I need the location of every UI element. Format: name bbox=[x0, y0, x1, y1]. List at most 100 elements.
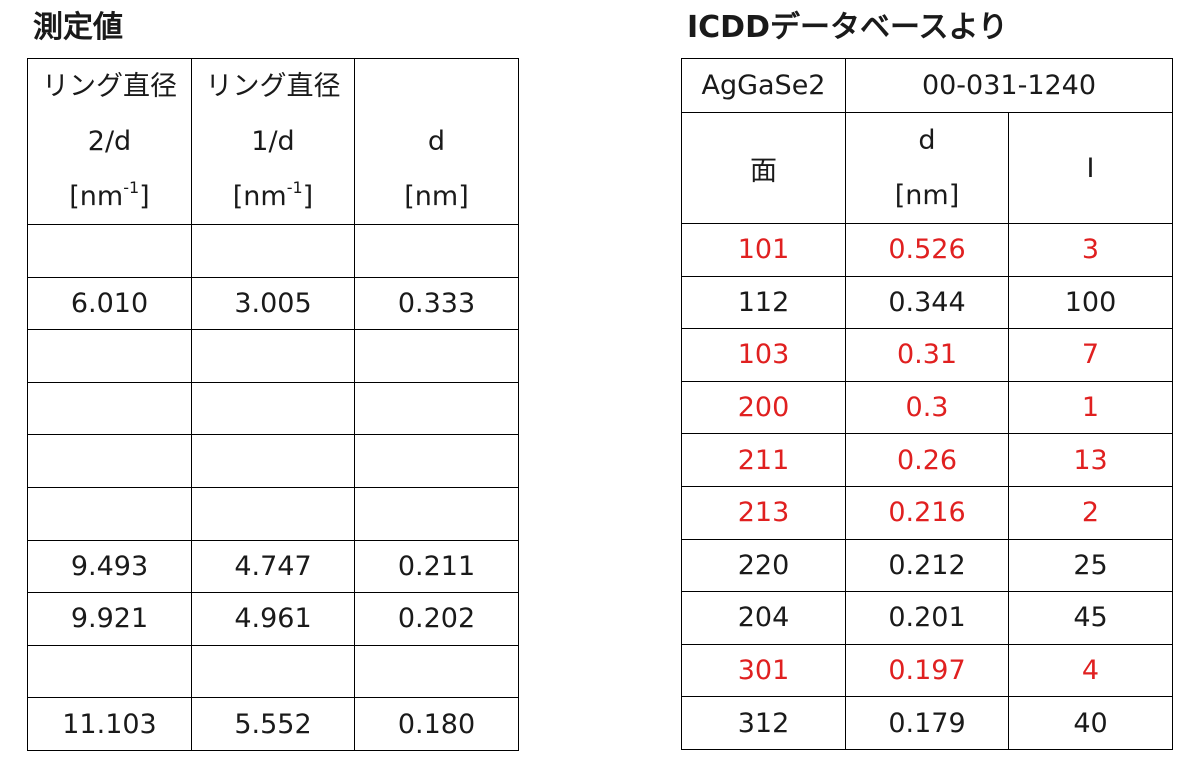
cell-intensity: 7 bbox=[1008, 328, 1173, 382]
icdd-reference-table: AgGaSe2 00-031-1240 面 d [nm] I 101 0.526 3… bbox=[681, 58, 1173, 750]
cell-d: 0.26 bbox=[845, 433, 1009, 487]
header-symbol: d bbox=[918, 125, 936, 156]
header-unit: [nm] bbox=[894, 180, 960, 211]
cell-2d bbox=[27, 224, 192, 278]
table-row: 312 0.179 40 bbox=[681, 696, 1173, 750]
cell-1d bbox=[191, 644, 355, 699]
header-symbol: d bbox=[427, 126, 446, 157]
table-row bbox=[27, 644, 519, 699]
cell-intensity: 13 bbox=[1008, 433, 1173, 487]
table-row: 213 0.216 2 bbox=[681, 485, 1173, 540]
table-row bbox=[27, 224, 519, 278]
header-d: d [nm] bbox=[845, 112, 1009, 224]
cell-1d bbox=[191, 486, 355, 541]
cell-d bbox=[354, 644, 519, 699]
cell-2d bbox=[27, 644, 192, 699]
cell-plane: 101 bbox=[681, 223, 846, 277]
cell-plane: 200 bbox=[681, 380, 846, 435]
cell-d: 0.333 bbox=[354, 276, 519, 331]
cell-1d bbox=[191, 329, 355, 383]
cell-2d bbox=[27, 486, 192, 541]
cell-plane: 213 bbox=[681, 485, 846, 540]
table-row: 6.010 3.005 0.333 bbox=[27, 276, 519, 331]
cell-d: 0.197 bbox=[845, 643, 1009, 698]
table-row bbox=[27, 486, 519, 541]
header-symbol: 1/d bbox=[251, 126, 295, 157]
cell-d bbox=[354, 329, 519, 383]
cell-d: 0.201 bbox=[845, 591, 1009, 645]
cell-2d: 6.010 bbox=[27, 276, 192, 331]
cell-d: 0.3 bbox=[845, 380, 1009, 435]
cell-1d: 4.961 bbox=[191, 592, 355, 646]
cell-1d bbox=[191, 434, 355, 488]
icdd-title: ICDDデータベースより bbox=[687, 10, 1008, 45]
card-number: 00-031-1240 bbox=[845, 58, 1173, 113]
cell-2d bbox=[27, 329, 192, 383]
table-row: 101 0.526 3 bbox=[681, 223, 1173, 277]
cell-d: 0.526 bbox=[845, 223, 1009, 277]
icdd-header-row: 面 d [nm] I bbox=[681, 112, 1173, 224]
header-label: リング直径 bbox=[205, 71, 341, 102]
cell-d bbox=[354, 486, 519, 541]
cell-d: 0.202 bbox=[354, 592, 519, 646]
header-symbol: 2/d bbox=[87, 126, 132, 157]
table-row: 11.103 5.552 0.180 bbox=[27, 697, 519, 751]
icdd-compound-row: AgGaSe2 00-031-1240 bbox=[681, 58, 1173, 113]
table-row: 211 0.26 13 bbox=[681, 433, 1173, 487]
cell-1d bbox=[191, 224, 355, 278]
compound-name: AgGaSe2 bbox=[681, 58, 846, 113]
cell-d: 0.179 bbox=[845, 696, 1009, 750]
header-plane: 面 bbox=[681, 112, 846, 224]
cell-d: 0.31 bbox=[845, 328, 1009, 382]
cell-d: 0.344 bbox=[845, 275, 1009, 330]
cell-intensity: 45 bbox=[1008, 591, 1173, 645]
header-unit: [nm-1] bbox=[232, 178, 314, 213]
header-ring-diameter-1d: リング直径 1/d [nm-1] bbox=[191, 58, 355, 225]
cell-plane: 211 bbox=[681, 433, 846, 487]
cell-2d: 9.493 bbox=[27, 539, 192, 594]
table-row: 9.921 4.961 0.202 bbox=[27, 592, 519, 646]
header-intensity: I bbox=[1008, 112, 1173, 224]
cell-d: 0.211 bbox=[354, 539, 519, 594]
cell-intensity: 100 bbox=[1008, 275, 1173, 330]
cell-d bbox=[354, 381, 519, 436]
cell-d: 0.212 bbox=[845, 538, 1009, 593]
cell-intensity: 2 bbox=[1008, 485, 1173, 540]
cell-plane: 312 bbox=[681, 696, 846, 750]
table-row bbox=[27, 381, 519, 436]
cell-plane: 301 bbox=[681, 643, 846, 698]
cell-plane: 204 bbox=[681, 591, 846, 645]
cell-intensity: 40 bbox=[1008, 696, 1173, 750]
header-unit: [nm-1] bbox=[69, 178, 150, 213]
header-label bbox=[356, 60, 518, 115]
table-row: 204 0.201 45 bbox=[681, 591, 1173, 645]
table-row: 103 0.31 7 bbox=[681, 328, 1173, 382]
table-row bbox=[27, 329, 519, 383]
table-row: 9.493 4.747 0.211 bbox=[27, 539, 519, 594]
cell-plane: 103 bbox=[681, 328, 846, 382]
table-row: 301 0.197 4 bbox=[681, 643, 1173, 698]
header-label: リング直径 bbox=[42, 71, 177, 102]
measured-values-table: リング直径 2/d [nm-1] リング直径 1/d [nm-1] d [nm]… bbox=[27, 58, 519, 751]
cell-intensity: 1 bbox=[1008, 380, 1173, 435]
cell-1d: 5.552 bbox=[191, 697, 355, 751]
cell-intensity: 3 bbox=[1008, 223, 1173, 277]
header-unit: [nm] bbox=[404, 181, 469, 212]
cell-intensity: 25 bbox=[1008, 538, 1173, 593]
header-d-spacing: d [nm] bbox=[354, 58, 519, 225]
table-row: 200 0.3 1 bbox=[681, 380, 1173, 435]
cell-d bbox=[354, 224, 519, 278]
cell-intensity: 4 bbox=[1008, 643, 1173, 698]
cell-plane: 220 bbox=[681, 538, 846, 593]
header-ring-diameter-2d: リング直径 2/d [nm-1] bbox=[27, 58, 192, 225]
table-row: 220 0.212 25 bbox=[681, 538, 1173, 593]
cell-1d: 4.747 bbox=[191, 539, 355, 594]
cell-2d bbox=[27, 434, 192, 488]
cell-d: 0.180 bbox=[354, 697, 519, 751]
cell-2d: 11.103 bbox=[27, 697, 192, 751]
cell-d: 0.216 bbox=[845, 485, 1009, 540]
table-row: 112 0.344 100 bbox=[681, 275, 1173, 330]
measured-title: 測定値 bbox=[33, 10, 123, 45]
cell-plane: 112 bbox=[681, 275, 846, 330]
cell-2d: 9.921 bbox=[27, 592, 192, 646]
